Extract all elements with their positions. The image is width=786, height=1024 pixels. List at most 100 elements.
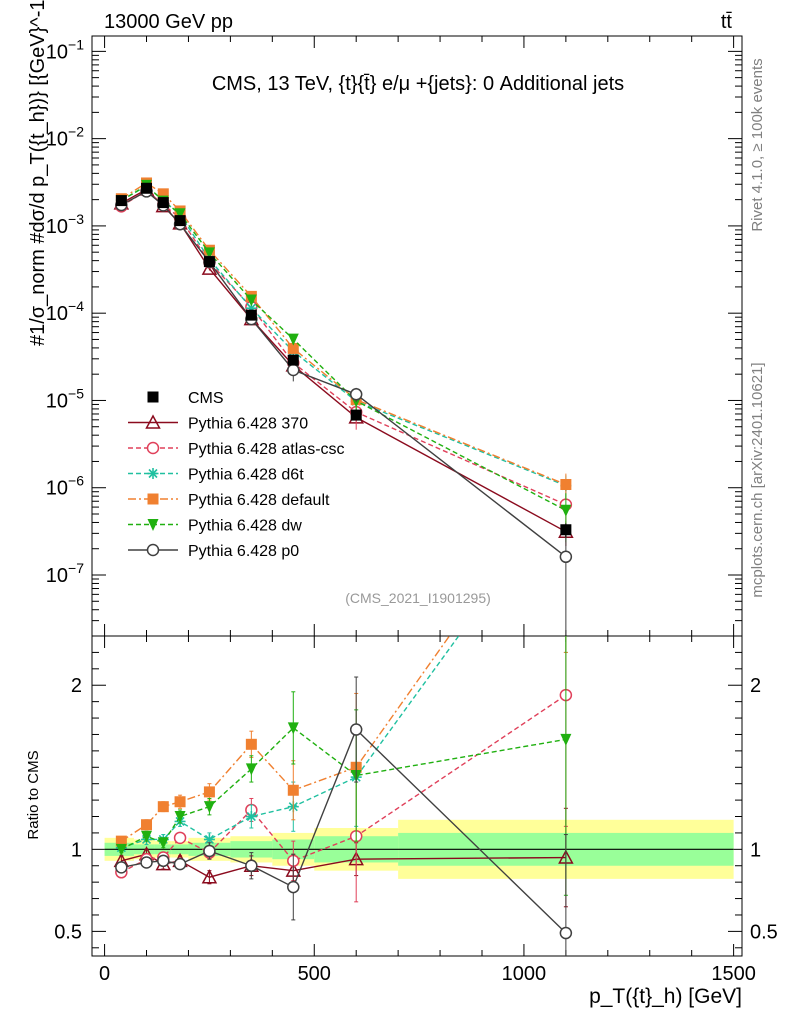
y-tick-label: 10−2 (46, 124, 84, 151)
point-main-CMS (350, 409, 362, 421)
y-axis-label-main: #1/σ_norm #dσ/d p_T({t_h})} [{GeV}^-1] (27, 0, 49, 346)
beam-label: 13000 GeV pp (104, 11, 233, 33)
legend-entry-p0: Pythia 6.428 p0 (128, 543, 299, 560)
ratio-tick-label: 2 (71, 675, 82, 697)
legend-entry-atlas-csc: Pythia 6.428 atlas-csc (128, 441, 345, 458)
legend-marker (146, 543, 160, 557)
point-ratio-p0 (287, 880, 300, 894)
legend-label: Pythia 6.428 d6t (188, 467, 304, 484)
point-main-p0 (559, 550, 573, 564)
point-ratio-default (115, 835, 127, 847)
legend-marker (147, 468, 159, 479)
point-main-CMS (174, 215, 186, 227)
legend-marker (146, 441, 160, 455)
mcplots-label: mcplots.cern.ch [arXiv:2401.10621] (749, 362, 766, 597)
point-ratio-dw (560, 733, 572, 746)
point-ratio-dw (141, 830, 153, 843)
legend: CMS Pythia 6.428 370 Pythia 6.428 atlas-cs… (128, 390, 345, 560)
ratio-tick-label-right: 2 (750, 675, 761, 697)
point-main-CMS (141, 182, 153, 194)
point-ratio-default (157, 801, 169, 813)
point-ratio-p0 (203, 844, 216, 858)
point-main-dw (174, 208, 186, 221)
ratio-panel: 0 500 1000 1500 0.5 0.5 1 1 2 2 (54, 635, 778, 985)
point-ratio-d6t (203, 833, 215, 845)
point-ratio-dw (157, 837, 169, 850)
ratio-tick-label-right: 0.5 (750, 921, 778, 943)
legend-entry-CMS: CMS (147, 390, 224, 407)
point-ratio-dw (245, 763, 257, 776)
point-ratio-370 (201, 869, 218, 884)
ratio-frame (91, 635, 743, 957)
y-tick-label: 10−1 (46, 36, 84, 63)
point-main-370 (201, 260, 218, 275)
point-ratio-p0 (245, 859, 258, 872)
legend-label: Pythia 6.428 370 (188, 416, 308, 433)
point-ratio-dw (287, 722, 299, 735)
x-tick-label: 500 (298, 963, 331, 985)
y-tick-label: 10−5 (46, 385, 84, 412)
ratio-tick-label: 1 (71, 839, 82, 861)
legend-marker (145, 414, 161, 429)
point-ratio-dw (115, 843, 127, 856)
legend-label: Pythia 6.428 p0 (188, 543, 299, 560)
point-ratio-p0 (349, 723, 363, 736)
legend-marker (147, 519, 159, 531)
point-main-default (287, 342, 299, 354)
legend-label: Pythia 6.428 default (188, 492, 330, 509)
series-line-ratio-d6t (121, 636, 460, 849)
analysis-id: (CMS_2021_I1901295) (345, 590, 491, 606)
point-main-CMS (115, 195, 127, 207)
point-ratio-default (141, 819, 153, 831)
point-main-default (560, 478, 572, 490)
point-ratio-dw (203, 801, 215, 814)
chart-title: CMS, 13 TeV, {t}{t̄} e/μ +{jets}: 0 Addi… (212, 73, 624, 95)
point-main-dw (245, 294, 257, 307)
ratio-tick-label-right: 1 (750, 839, 761, 861)
y-tick-label: 10−7 (46, 560, 84, 587)
point-main-dw (560, 504, 572, 517)
point-main-CMS (203, 256, 215, 268)
point-ratio-p0 (173, 857, 187, 871)
legend-entry-default: Pythia 6.428 default (128, 492, 330, 509)
point-ratio-default (287, 784, 299, 796)
legend-marker (147, 493, 159, 505)
point-main-CMS (157, 197, 169, 209)
ratio-tick-label: 0.5 (54, 921, 82, 943)
point-ratio-d6t (245, 811, 257, 823)
x-tick-label: 0 (99, 963, 110, 985)
point-ratio-dw (174, 811, 186, 824)
y-tick-label: 10−3 (46, 211, 84, 238)
point-ratio-default (203, 786, 215, 798)
point-ratio-default (174, 796, 186, 808)
legend-label: CMS (188, 390, 224, 407)
x-tick-label: 1000 (502, 963, 547, 985)
y-tick-label: 10−6 (46, 473, 84, 500)
point-main-p0 (349, 388, 363, 401)
point-ratio-p0 (140, 856, 153, 869)
point-ratio-p0 (115, 861, 128, 874)
point-ratio-default (245, 738, 257, 750)
y-tick-label: 10−4 (46, 298, 84, 325)
series-line-main-default (120, 182, 567, 486)
point-ratio-p0 (157, 854, 170, 868)
point-main-CMS (560, 524, 572, 536)
point-main-dw (287, 333, 299, 346)
point-main-p0 (287, 363, 300, 377)
y-axis-label-ratio: Ratio to CMS (25, 750, 42, 839)
point-main-dw (203, 247, 215, 260)
legend-label: Pythia 6.428 atlas-csc (188, 441, 345, 458)
x-tick-label: 1500 (711, 963, 756, 985)
legend-label: Pythia 6.428 dw (188, 518, 302, 535)
legend-entry-dw: Pythia 6.428 dw (128, 518, 302, 535)
point-main-CMS (287, 354, 299, 366)
point-main-default (157, 188, 169, 200)
point-ratio-p0 (559, 926, 573, 940)
legend-entry-370: Pythia 6.428 370 (128, 414, 308, 433)
point-ratio-atlas-csc (173, 831, 187, 845)
legend-entry-d6t: Pythia 6.428 d6t (128, 467, 304, 484)
point-main-CMS (245, 309, 257, 321)
rivet-label: Rivet 4.1.0, ≥ 100k events (749, 58, 766, 231)
process-label: tt̄ (721, 11, 733, 33)
